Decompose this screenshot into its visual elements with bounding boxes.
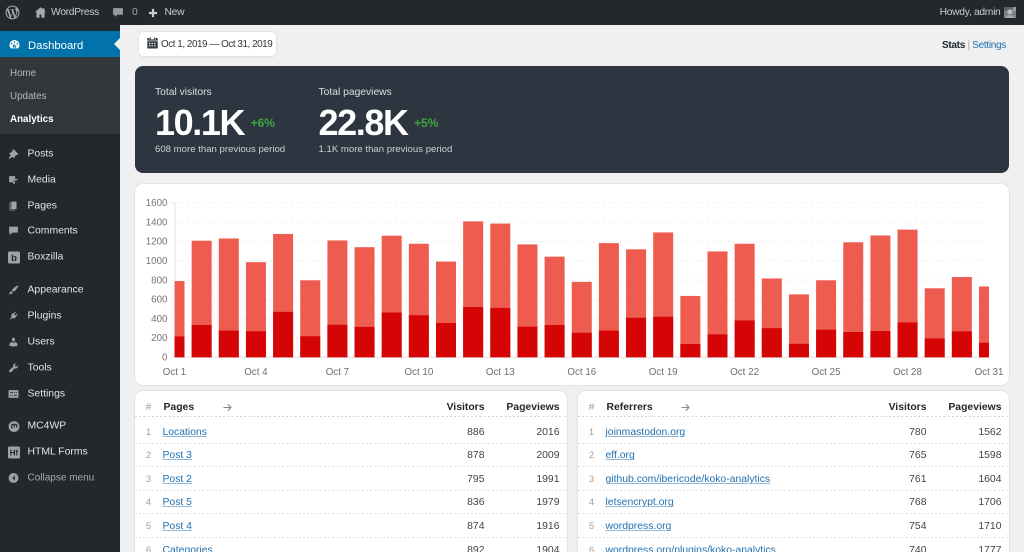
svg-text:b: b: [11, 253, 17, 264]
svg-text:Oct 19: Oct 19: [648, 367, 677, 378]
svg-text:0: 0: [162, 352, 168, 363]
svg-text:Oct 7: Oct 7: [325, 367, 348, 378]
svg-text:Oct 1: Oct 1: [162, 367, 185, 378]
svg-text:1000: 1000: [145, 256, 167, 267]
svg-text:Oct 25: Oct 25: [811, 367, 840, 378]
svg-text:Oct 13: Oct 13: [485, 367, 514, 378]
svg-text:1200: 1200: [145, 236, 167, 247]
svg-text:600: 600: [151, 294, 168, 305]
svg-text:Hf: Hf: [10, 449, 19, 458]
svg-text:Oct 31: Oct 31: [974, 367, 1003, 378]
svg-text:1600: 1600: [145, 198, 167, 209]
svg-text:Oct 10: Oct 10: [404, 367, 433, 378]
svg-text:Oct 22: Oct 22: [730, 367, 759, 378]
svg-text:800: 800: [151, 275, 168, 286]
svg-text:Oct 4: Oct 4: [244, 367, 268, 378]
svg-text:200: 200: [151, 333, 168, 344]
svg-text:400: 400: [151, 313, 168, 324]
svg-text:1400: 1400: [145, 217, 167, 228]
svg-text:Oct 28: Oct 28: [893, 367, 922, 378]
svg-text:Oct 16: Oct 16: [567, 367, 596, 378]
